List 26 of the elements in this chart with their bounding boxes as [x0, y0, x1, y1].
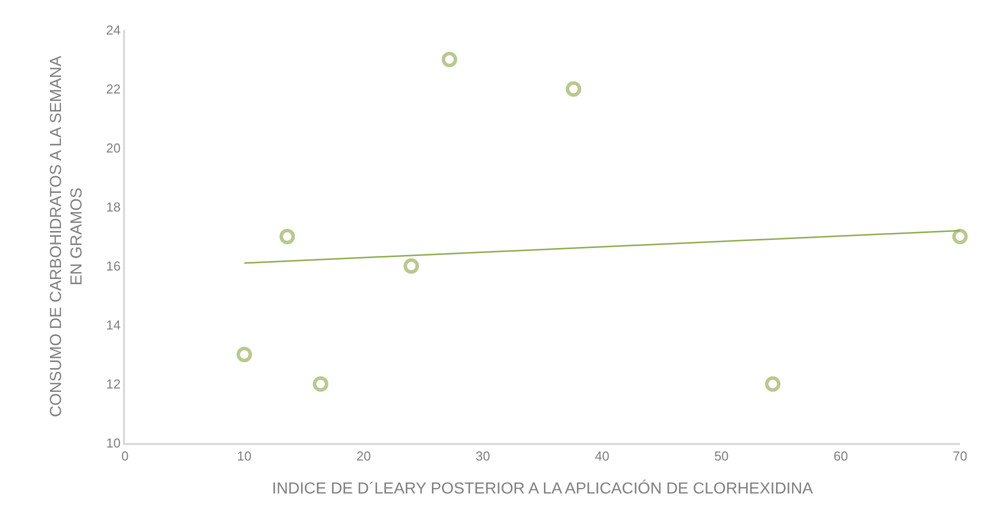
x-tick-label: 10 [237, 448, 252, 464]
y-tick-label: 14 [106, 318, 121, 333]
y-tick-label: 22 [106, 82, 121, 97]
y-tick-label: 18 [106, 200, 121, 215]
point [312, 376, 328, 392]
point [279, 228, 295, 244]
point [442, 52, 458, 68]
y-tick-label: 12 [106, 376, 121, 392]
point [404, 258, 420, 274]
y-axis-title: CONSUMO DE CARBOHIDRATOS A LA SEMANA EN GRAMOS [48, 56, 86, 418]
y-tick-label: 20 [106, 140, 121, 156]
x-tick-label: 30 [476, 448, 490, 464]
point [566, 81, 582, 97]
y-tick-label: 16 [106, 258, 121, 274]
point [952, 228, 968, 244]
y-tick-label: 24 [106, 22, 121, 38]
x-tick-label: 60 [833, 448, 848, 464]
x-axis-title: INDICE DE D´LEARY POSTERIOR A LA APLICACIÓN DE CLORHEXIDINA [272, 480, 814, 498]
y-tick-label: 10 [106, 436, 121, 451]
point [764, 376, 780, 392]
x-tick-label: 40 [594, 448, 610, 464]
x-tick-label: 20 [356, 448, 371, 464]
point [236, 346, 252, 362]
x-tick-label: 50 [714, 448, 729, 464]
x-tick-label: 70 [952, 448, 968, 464]
x-tick-label: 0 [121, 448, 129, 464]
